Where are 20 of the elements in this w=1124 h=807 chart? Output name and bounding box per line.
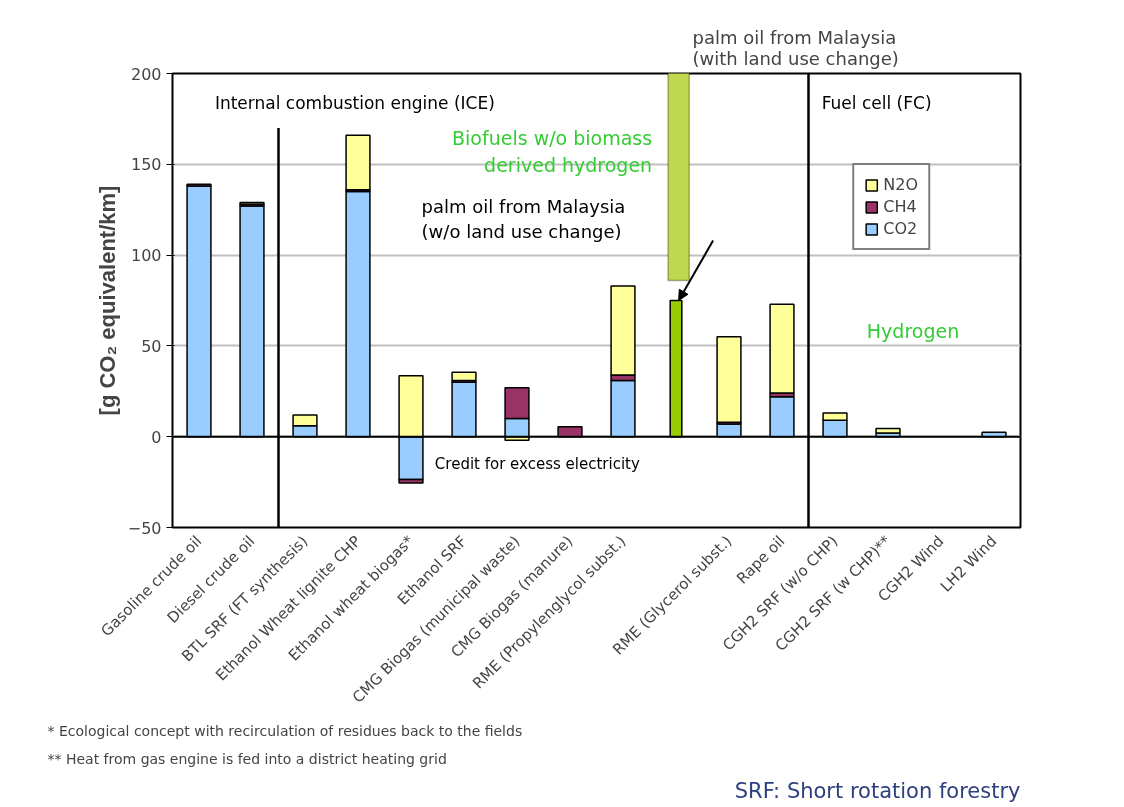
annotation: Internal combustion engine (ICE) [214, 92, 495, 113]
y-tick-label: 200 [130, 64, 162, 84]
text: * Ecological concept with recirculation of residues back to the fields [47, 722, 523, 739]
annotation: Fuel cell (FC) [821, 92, 932, 113]
legend-label: N2O [883, 175, 918, 194]
annotation: Biofuels w/o biomass derived hydrogen [452, 127, 653, 176]
annotation: Hydrogen [866, 320, 960, 343]
y-tick-label: 0 [151, 427, 162, 447]
text: palm oil from Malaysia (with land use change) [692, 26, 899, 69]
y-tick-label: 50 [141, 336, 162, 356]
y-axis-title: [g CO₂ equivalent/km] [94, 185, 120, 416]
y-tick-label: −50 [127, 518, 162, 538]
y-tick-label: 100 [130, 246, 162, 266]
text: SRF: Short rotation forestry [734, 778, 1021, 803]
annotation: Credit for excess electricity [434, 454, 640, 473]
text: ** Heat from gas engine is fed into a district heating grid [47, 750, 447, 767]
y-tick-label: 150 [130, 155, 162, 175]
legend-label: CO2 [883, 219, 918, 238]
annotation: palm oil from Malaysia (w/o land use change) [421, 195, 626, 242]
legend-label: CH4 [883, 197, 917, 216]
